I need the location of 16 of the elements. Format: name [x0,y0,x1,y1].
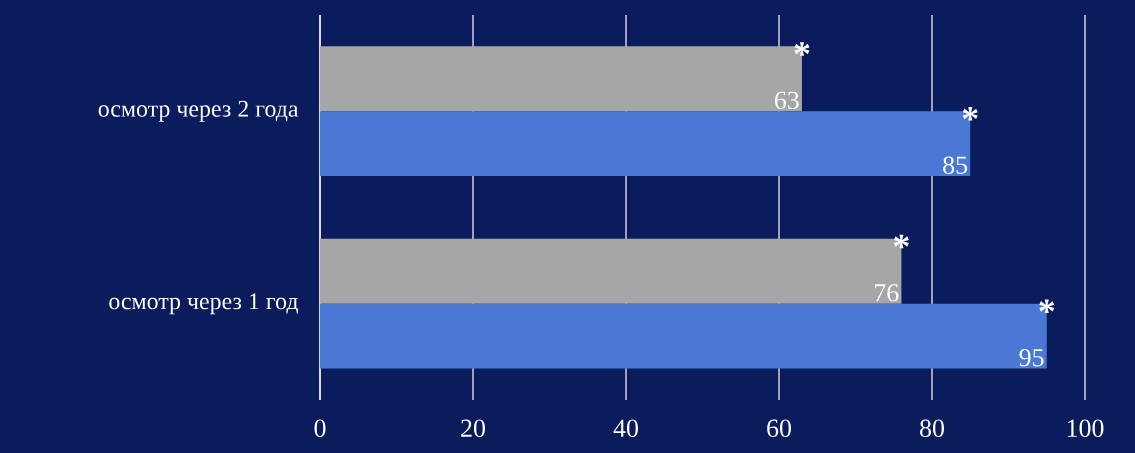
data-label: 85 [943,156,968,174]
data-label: 95 [1019,349,1044,367]
x-tick-label: 80 [920,419,944,437]
annotation: * [1039,299,1055,314]
y-tick-label: осмотр через 1 год [109,293,298,315]
x-tick-label: 60 [767,419,791,437]
x-tick-label: 100 [1067,419,1104,437]
y-tick-label: осмотр через 2 года [98,100,299,122]
annotation: * [962,107,978,121]
x-tick-label: 0 [314,419,326,437]
x-tick-label: 20 [461,419,485,437]
annotation: * [893,234,909,249]
annotation: * [794,42,810,56]
x-tick-label: 40 [613,419,638,437]
data-label: 63 [774,91,799,110]
data-label: 76 [875,284,899,302]
